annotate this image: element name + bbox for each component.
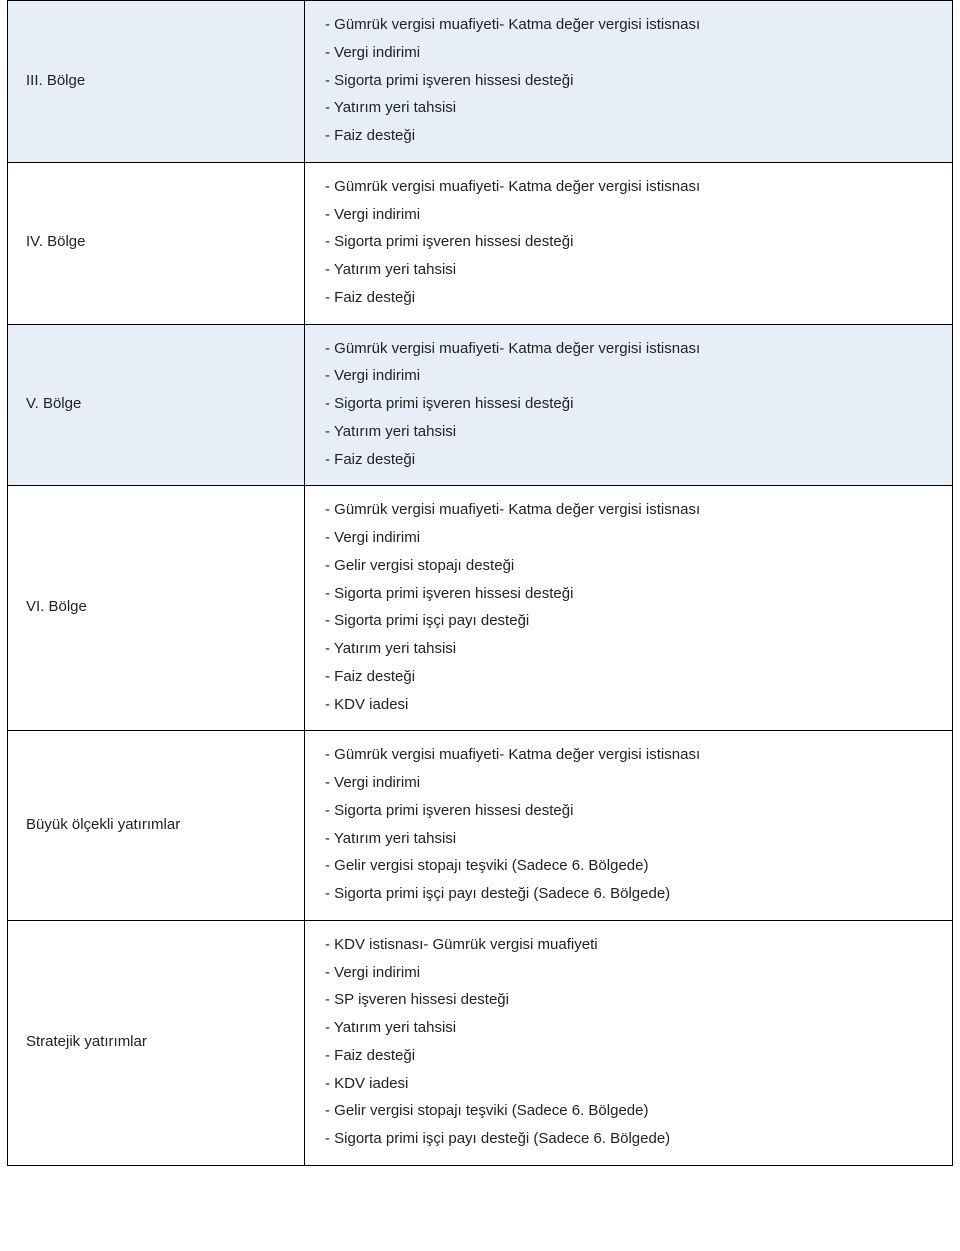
list-item: - Faiz desteği [325,446,938,474]
list-item: - Vergi indirimi [325,39,938,67]
list-item: - Sigorta primi işveren hissesi desteği [325,228,938,256]
list-item: - Sigorta primi işçi payı desteği [325,607,938,635]
list-item: - Vergi indirimi [325,362,938,390]
list-item: - KDV iadesi [325,691,938,719]
row-items: - Gümrük vergisi muafiyeti- Katma değer … [305,731,953,921]
list-item: - Vergi indirimi [325,769,938,797]
list-item: - Faiz desteği [325,663,938,691]
list-item: - KDV iadesi [325,1070,938,1098]
row-label: VI. Bölge [8,486,305,731]
row-items: - Gümrük vergisi muafiyeti- Katma değer … [305,162,953,324]
incentives-table: III. Bölge - Gümrük vergisi muafiyeti- Ka… [7,0,953,1166]
list-item: - Gümrük vergisi muafiyeti- Katma değer … [325,11,938,39]
list-item: - Gümrük vergisi muafiyeti- Katma değer … [325,173,938,201]
list-item: - Yatırım yeri tahsisi [325,635,938,663]
list-item: - Faiz desteği [325,284,938,312]
table-row: V. Bölge - Gümrük vergisi muafiyeti- Katm… [8,324,953,486]
list-item: - Gelir vergisi stopajı desteği [325,552,938,580]
list-item: - Sigorta primi işveren hissesi desteği [325,797,938,825]
row-items: - Gümrük vergisi muafiyeti- Katma değer … [305,1,953,163]
table-row: IV. Bölge - Gümrük vergisi muafiyeti- Kat… [8,162,953,324]
list-item: - Sigorta primi işçi payı desteği (Sadec… [325,1125,938,1153]
table-row: Stratejik yatırımlar - KDV istisnası- Güm… [8,920,953,1165]
row-items: - KDV istisnası- Gümrük vergisi muafiyet… [305,920,953,1165]
list-item: - Sigorta primi işçi payı desteği (Sadec… [325,880,938,908]
list-item: - Sigorta primi işveren hissesi desteği [325,390,938,418]
row-items: - Gümrük vergisi muafiyeti- Katma değer … [305,486,953,731]
row-label: V. Bölge [8,324,305,486]
list-item: - Yatırım yeri tahsisi [325,418,938,446]
list-item: - SP işveren hissesi desteği [325,986,938,1014]
list-item: - Faiz desteği [325,1042,938,1070]
list-item: - Yatırım yeri tahsisi [325,1014,938,1042]
list-item: - Yatırım yeri tahsisi [325,94,938,122]
list-item: - Vergi indirimi [325,524,938,552]
row-label: Büyük ölçekli yatırımlar [8,731,305,921]
list-item: - Vergi indirimi [325,959,938,987]
row-label: Stratejik yatırımlar [8,920,305,1165]
list-item: - Sigorta primi işveren hissesi desteği [325,67,938,95]
list-item: - Gümrük vergisi muafiyeti- Katma değer … [325,335,938,363]
list-item: - Gümrük vergisi muafiyeti- Katma değer … [325,741,938,769]
table-row: VI. Bölge - Gümrük vergisi muafiyeti- Kat… [8,486,953,731]
row-items: - Gümrük vergisi muafiyeti- Katma değer … [305,324,953,486]
list-item: - Yatırım yeri tahsisi [325,256,938,284]
list-item: - Gelir vergisi stopajı teşviki (Sadece … [325,1097,938,1125]
table-row: III. Bölge - Gümrük vergisi muafiyeti- Ka… [8,1,953,163]
list-item: - KDV istisnası- Gümrük vergisi muafiyet… [325,931,938,959]
table-row: Büyük ölçekli yatırımlar - Gümrük vergisi… [8,731,953,921]
list-item: - Gelir vergisi stopajı teşviki (Sadece … [325,852,938,880]
row-label: IV. Bölge [8,162,305,324]
list-item: - Gümrük vergisi muafiyeti- Katma değer … [325,496,938,524]
list-item: - Faiz desteği [325,122,938,150]
list-item: - Sigorta primi işveren hissesi desteği [325,580,938,608]
list-item: - Vergi indirimi [325,201,938,229]
page: III. Bölge - Gümrük vergisi muafiyeti- Ka… [0,0,960,1166]
row-label: III. Bölge [8,1,305,163]
list-item: - Yatırım yeri tahsisi [325,825,938,853]
